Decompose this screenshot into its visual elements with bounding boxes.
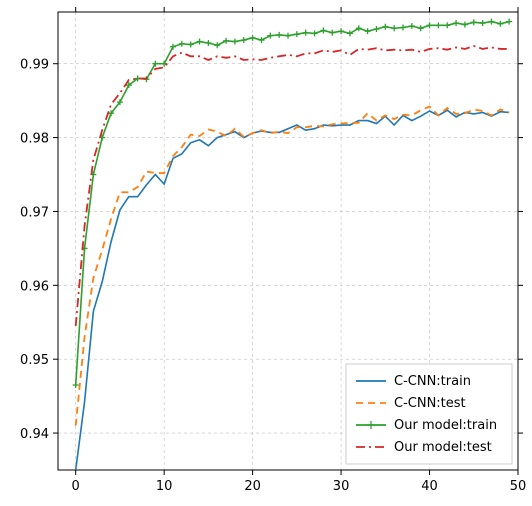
ytick-label: 0.95 bbox=[20, 353, 49, 368]
xtick-label: 20 bbox=[244, 479, 261, 494]
series-ours_train bbox=[76, 22, 509, 385]
xtick-label: 10 bbox=[156, 479, 173, 494]
legend-item-label: Our model:train bbox=[394, 418, 497, 433]
ytick-label: 0.94 bbox=[20, 427, 49, 442]
accuracy-chart: 0.94 0.95 0.96 0.97 0.98 0.99 0 10 20 30 40 50 C-CNN… bbox=[0, 0, 532, 506]
legend-item-label: Our model:test bbox=[394, 440, 492, 455]
xtick-label: 30 bbox=[333, 479, 350, 494]
legend-item-label: C-CNN:train bbox=[394, 374, 471, 389]
ytick-label: 0.97 bbox=[20, 205, 49, 220]
xtick-label: 50 bbox=[510, 479, 527, 494]
xtick-label: 0 bbox=[72, 479, 80, 494]
series-ours_test bbox=[76, 46, 509, 326]
ytick-label: 0.96 bbox=[20, 279, 49, 294]
ytick-label: 0.98 bbox=[20, 132, 49, 147]
xtick-label: 40 bbox=[421, 479, 438, 494]
legend-item-label: C-CNN:test bbox=[394, 396, 466, 411]
ytick-label: 0.99 bbox=[20, 58, 49, 73]
